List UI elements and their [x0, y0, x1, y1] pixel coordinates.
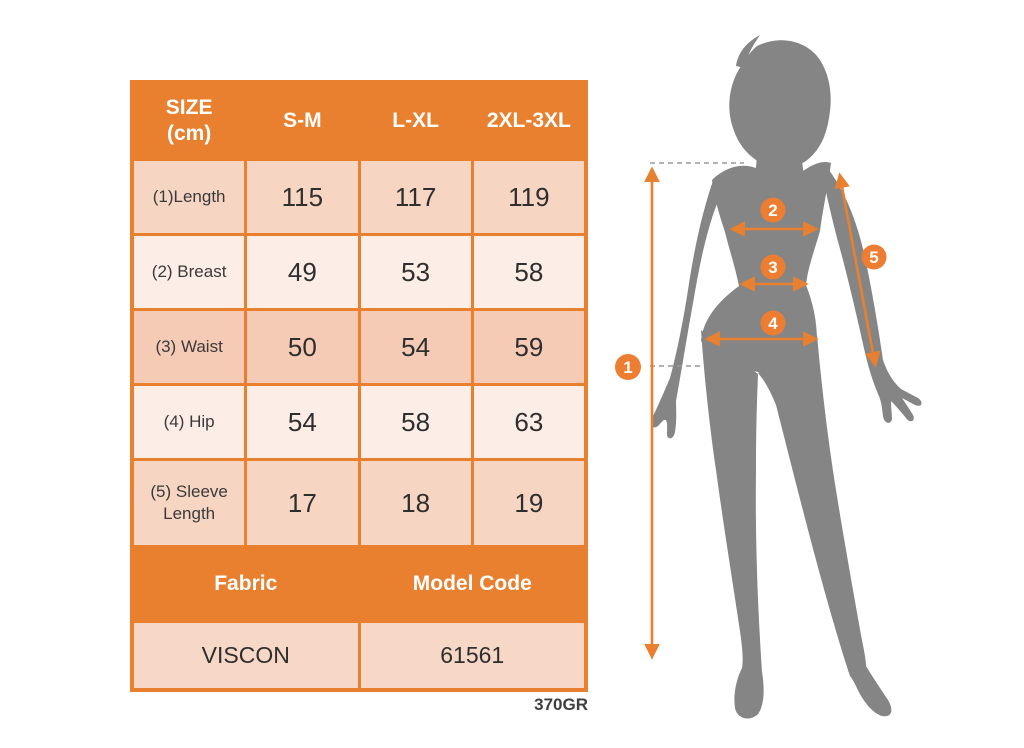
badge-4-number: 4	[768, 314, 778, 333]
row-waist-label: (3) Waist	[134, 311, 245, 383]
silhouette-neck	[755, 146, 804, 183]
size-table-header-col-sm: S-M	[247, 84, 358, 158]
row-length-label: (1)Length	[134, 161, 245, 233]
badge-5-number: 5	[869, 248, 878, 267]
silhouette-hair-flick	[736, 35, 760, 68]
female-silhouette	[651, 35, 922, 719]
row-waist-value-2xl3xl: 59	[473, 311, 584, 383]
model-code-header: Model Code	[360, 548, 584, 620]
badge-5: 5	[861, 244, 887, 270]
row-sleeve-value-2xl3xl: 19	[473, 461, 584, 545]
row-hip-value-lxl: 58	[360, 386, 471, 458]
row-breast-value-sm: 49	[247, 236, 358, 308]
badge-3-number: 3	[768, 258, 777, 277]
badge-4: 4	[760, 310, 786, 336]
silhouette-left-arm	[651, 178, 720, 439]
badge-2: 2	[760, 197, 786, 223]
row-breast-value-2xl3xl: 58	[473, 236, 584, 308]
row-hip-value-sm: 54	[247, 386, 358, 458]
row-breast-label: (2) Breast	[134, 236, 245, 308]
model-code-value: 61561	[360, 623, 584, 688]
silhouette-head	[729, 40, 831, 169]
fabric-value: VISCON	[134, 623, 358, 688]
silhouette-right-arm	[826, 166, 922, 423]
row-length-value-lxl: 117	[360, 161, 471, 233]
silhouette-right-leg	[758, 335, 892, 717]
badge-1: 1	[615, 354, 641, 380]
row-length-value-2xl3xl: 119	[473, 161, 584, 233]
row-hip-label: (4) Hip	[134, 386, 245, 458]
badge-5-circle	[861, 244, 887, 270]
row-length-value-sm: 115	[247, 161, 358, 233]
size-table-header-size: SIZE (cm)	[134, 84, 245, 158]
badge-2-circle	[760, 197, 786, 223]
badge-1-number: 1	[623, 358, 632, 377]
row-waist-value-sm: 50	[247, 311, 358, 383]
size-table-header-col-lxl: L-XL	[360, 84, 471, 158]
row-sleeve-label: (5) Sleeve Length	[134, 461, 245, 545]
row-sleeve-value-lxl: 18	[360, 461, 471, 545]
row-sleeve-value-sm: 17	[247, 461, 358, 545]
row-breast-value-lxl: 53	[360, 236, 471, 308]
sleeve-arrow-5	[834, 172, 881, 368]
weight-note: 370GR	[534, 695, 588, 714]
badge-1-circle	[615, 354, 641, 380]
badge-3-circle	[760, 254, 786, 280]
fabric-header: Fabric	[134, 548, 358, 620]
row-waist-value-lxl: 54	[360, 311, 471, 383]
row-hip-value-2xl3xl: 63	[473, 386, 584, 458]
badge-4-circle	[760, 310, 786, 336]
silhouette-left-leg	[701, 330, 764, 719]
size-table-header-col-2xl3xl: 2XL-3XL	[473, 84, 584, 158]
badge-3: 3	[760, 254, 786, 280]
size-table: SIZE (cm) S-M L-XL 2XL-3XL (1)Length 115…	[130, 80, 588, 692]
badge-2-number: 2	[768, 201, 777, 220]
